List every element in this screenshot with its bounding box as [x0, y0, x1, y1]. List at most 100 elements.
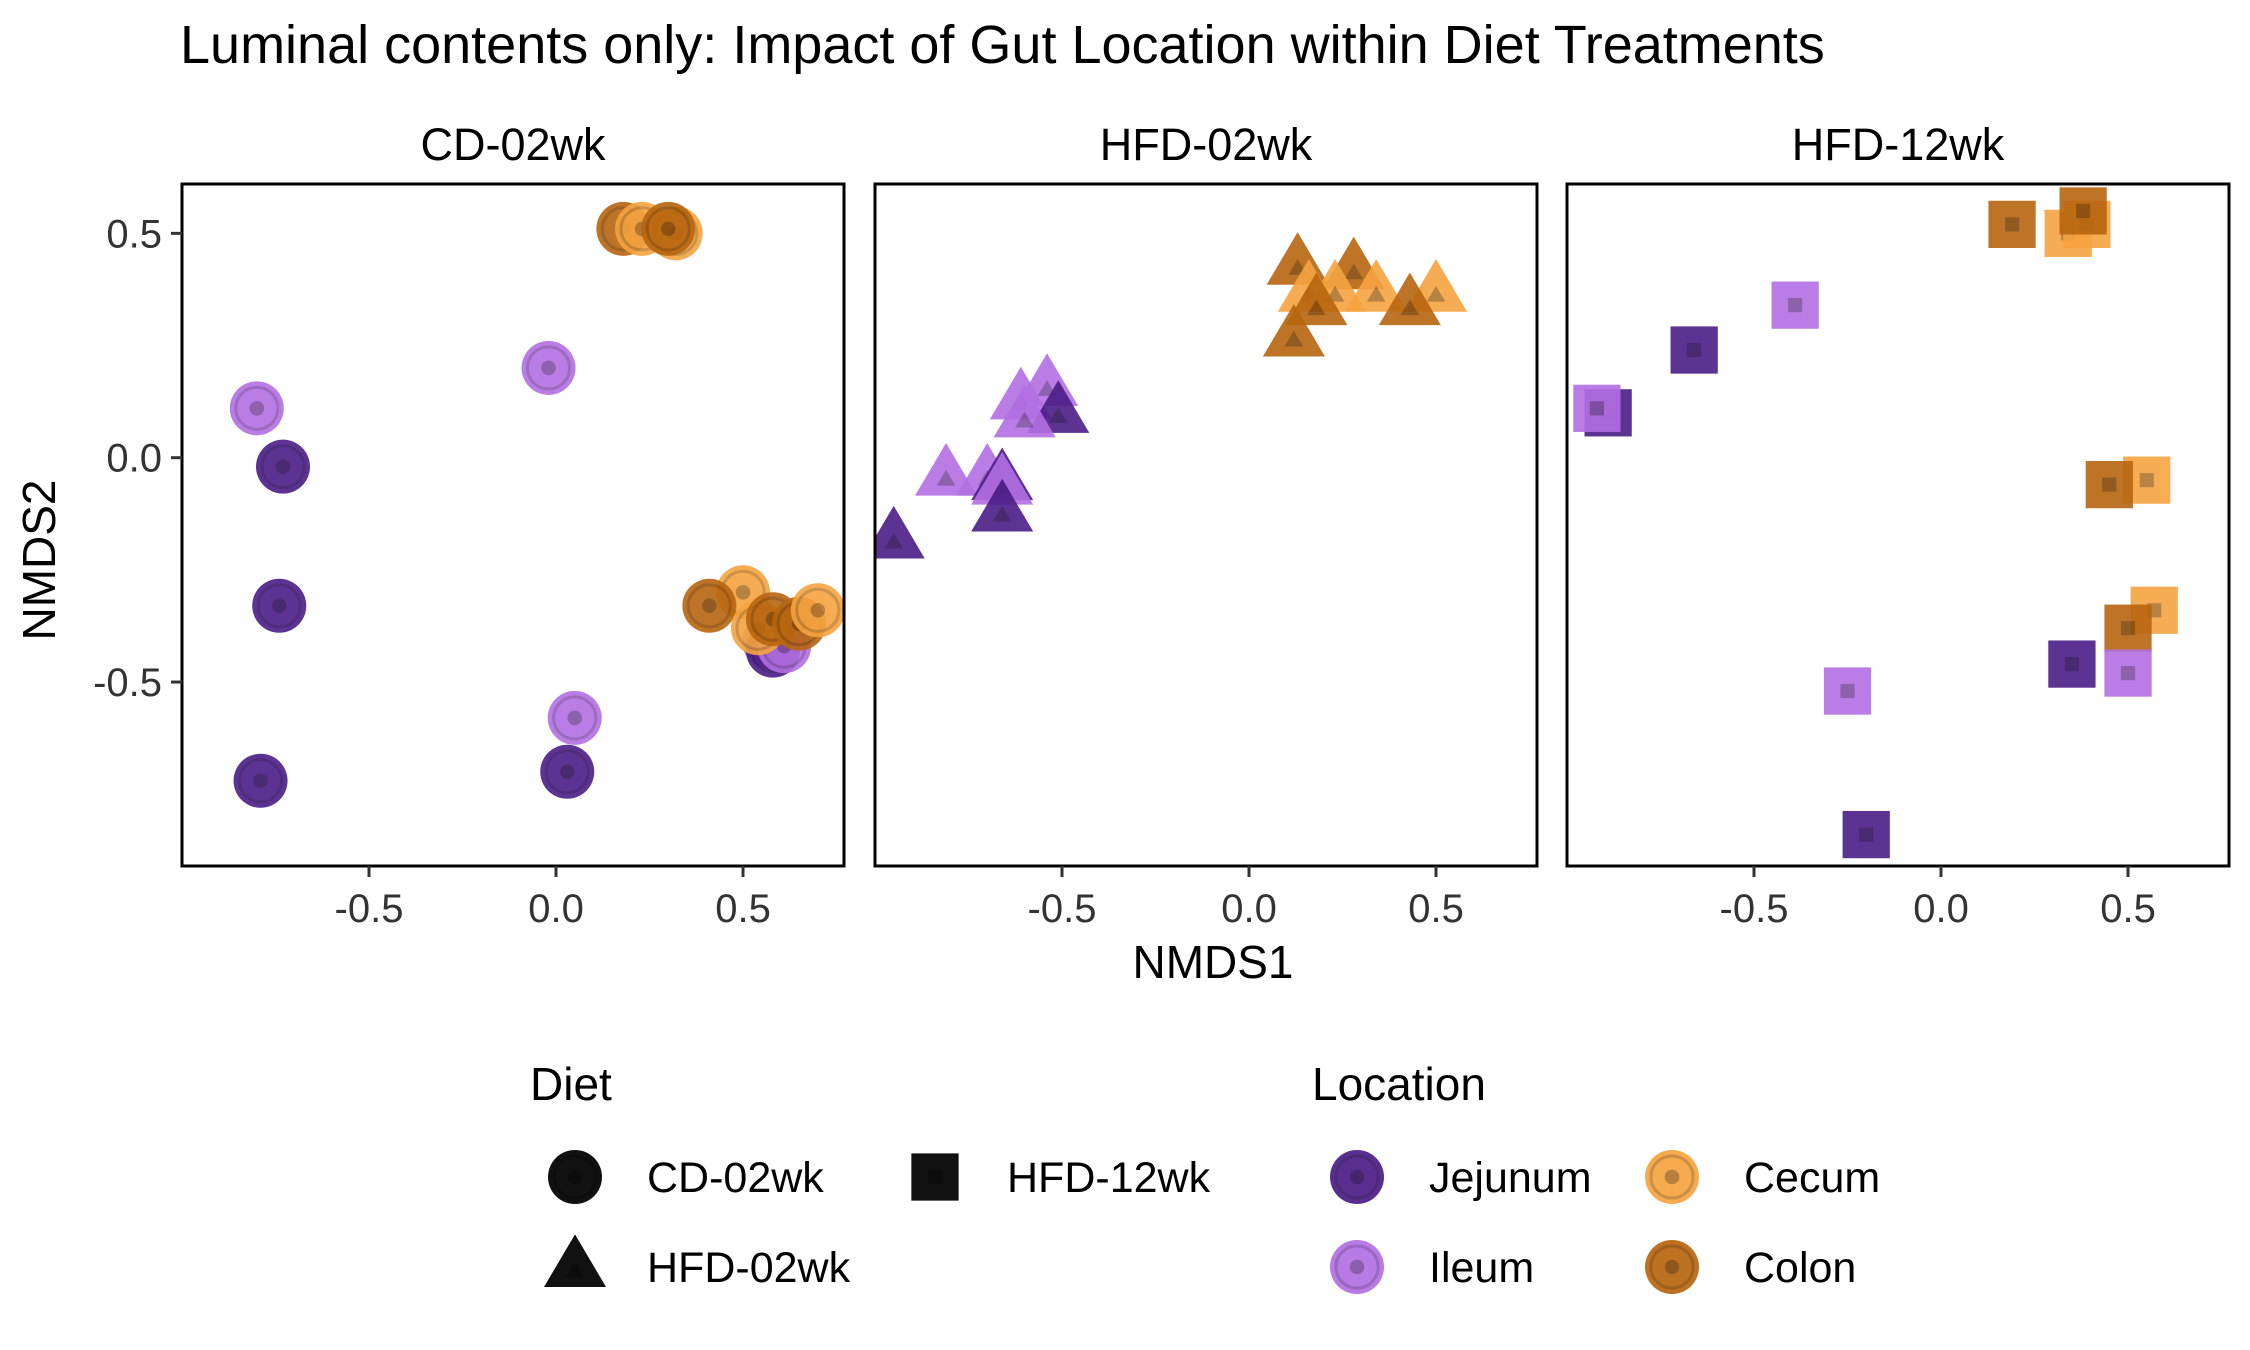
legend-key-cd-02wk-ring	[552, 1154, 598, 1200]
point-cd-02wk-ileum-4-outer	[521, 340, 576, 395]
point-hfd-12wk-ileum-13-center	[2120, 665, 2136, 681]
facet-points-hfd-02wk	[875, 232, 1468, 559]
point-hfd-02wk-colon-6-outer	[1285, 272, 1348, 326]
point-cd-02wk-jejunum-9-outer	[540, 744, 595, 799]
point-hfd-02wk-jejunum-17-center	[992, 505, 1012, 522]
point-hfd-02wk-colon-6-center	[1307, 299, 1326, 316]
point-hfd-12wk-colon-3	[2059, 187, 2107, 235]
point-hfd-12wk-colon-9-outer	[2085, 460, 2133, 509]
legend-key-cecum	[1645, 1150, 1699, 1204]
facet-points-hfd-12wk	[1573, 187, 2178, 859]
point-hfd-02wk-colon-7	[1378, 272, 1441, 326]
point-cd-02wk-ileum-10	[547, 690, 602, 745]
point-cd-02wk-jejunum-8-ring	[237, 758, 284, 804]
legend-location-title: Location	[1312, 1058, 1486, 1110]
legend-key-jejunum-center	[1349, 1169, 1365, 1185]
point-hfd-12wk-colon-3-center	[2076, 203, 2091, 219]
point-cd-02wk-ileum-5-center	[249, 401, 265, 416]
point-cd-02wk-colon-3	[641, 201, 696, 256]
point-cd-02wk-jejunum-7-ring	[256, 583, 302, 629]
point-hfd-02wk-ileum-12-outer	[993, 384, 1056, 438]
point-hfd-02wk-jejunum-17	[971, 478, 1034, 532]
point-cd-02wk-colon-3-ring	[645, 206, 691, 252]
point-hfd-12wk-ileum-7-center	[1589, 401, 1605, 416]
point-cd-02wk-ileum-5	[229, 381, 284, 436]
facet-panels: CD-02wk -0.5 0.0 0.5 -0.5 0.0 0.5 HFD-02wk -0.5 0…	[93, 119, 2231, 931]
point-hfd-12wk-colon-0-center	[2004, 217, 2020, 232]
point-cd-02wk-jejunum-9-ring	[544, 749, 590, 795]
point-cd-02wk-ileum-4-ring	[525, 345, 572, 391]
point-cd-02wk-jejunum-8-center	[253, 773, 268, 789]
point-cd-02wk-ileum-10-outer	[547, 690, 602, 745]
point-hfd-12wk-ileum-7-outer	[1573, 384, 1621, 432]
point-cd-02wk-jejunum-9	[540, 744, 595, 799]
legend-key-colon-center	[1664, 1259, 1680, 1275]
point-hfd-12wk-jejunum-5-center	[1687, 342, 1702, 358]
point-hfd-02wk-ileum-12-center	[1015, 411, 1034, 428]
point-hfd-12wk-ileum-7	[1573, 384, 1621, 432]
legend-key-hfd-02wk-outer	[543, 1234, 607, 1288]
y-axis-title: NMDS2	[13, 479, 65, 640]
point-hfd-12wk-ileum-13-outer	[2104, 649, 2152, 697]
point-hfd-02wk-colon-6	[1285, 272, 1348, 326]
legend-key-colon-ring	[1649, 1244, 1695, 1290]
point-cd-02wk-jejunum-6	[255, 439, 310, 494]
point-hfd-02wk-colon-8-center	[1284, 330, 1304, 347]
legend-key-cecum-ring	[1649, 1154, 1695, 1200]
point-hfd-12wk-jejunum-15-center	[1859, 827, 1874, 842]
legend-label-hfd-12wk: HFD-12wk	[1007, 1154, 1211, 1202]
point-cd-02wk-cecum-14-center	[735, 585, 751, 600]
point-hfd-12wk-ileum-14-outer	[1823, 667, 1872, 715]
point-cd-02wk-jejunum-7	[252, 578, 307, 633]
panel-border-hfd-12wk	[1565, 182, 2231, 868]
point-cd-02wk-ileum-5-ring	[234, 385, 280, 431]
point-hfd-12wk-colon-9-center	[2102, 477, 2117, 492]
point-cd-02wk-cecum-19-ring	[795, 587, 841, 633]
legend-key-ileum-outer	[1330, 1240, 1384, 1294]
point-hfd-12wk-ileum-4-center	[1788, 298, 1803, 313]
point-hfd-12wk-ileum-14	[1823, 667, 1872, 715]
point-cd-02wk-cecum-19-center	[810, 602, 826, 618]
point-hfd-12wk-colon-11-center	[2120, 621, 2136, 636]
point-cd-02wk-jejunum-9-center	[559, 764, 575, 780]
x-tick-label-hfd-12wk-0: -0.5	[1720, 887, 1789, 931]
x-tick-label-cd-02wk-2: 0.5	[715, 887, 771, 931]
point-cd-02wk-ileum-10-ring	[552, 695, 598, 741]
legend-key-cd-02wk	[548, 1150, 602, 1204]
x-tick-label-hfd-02wk-1: 0.0	[1221, 887, 1277, 931]
legend-key-jejunum	[1330, 1150, 1384, 1204]
point-hfd-02wk-ileum-16-outer	[971, 451, 1034, 505]
point-hfd-02wk-cecum-5-outer	[1345, 259, 1408, 312]
y-tick-label-1: 0.0	[106, 437, 162, 481]
point-hfd-02wk-colon-7-center	[1400, 299, 1420, 316]
point-hfd-12wk-cecum-8-center	[2139, 473, 2154, 488]
legend-diet-title: Diet	[530, 1058, 612, 1110]
legend-key-jejunum-ring	[1334, 1154, 1380, 1200]
point-hfd-12wk-jejunum-12	[2048, 640, 2096, 688]
x-tick-label-hfd-12wk-2: 0.5	[2100, 887, 2156, 931]
point-hfd-02wk-ileum-13-center	[936, 469, 956, 486]
point-cd-02wk-jejunum-7-center	[271, 598, 287, 614]
legend-key-hfd-02wk	[543, 1234, 607, 1288]
point-hfd-12wk-jejunum-5-outer	[1670, 326, 1718, 374]
point-hfd-12wk-jejunum-12-outer	[2048, 640, 2096, 688]
point-hfd-12wk-ileum-4-outer	[1771, 281, 1819, 329]
facet-points-cd-02wk	[229, 201, 844, 808]
facet-panel-cd-02wk: CD-02wk -0.5 0.0 0.5 -0.5 0.0 0.5	[93, 119, 846, 931]
panel-border-hfd-02wk	[873, 182, 1539, 868]
facet-label-cd-02wk: CD-02wk	[420, 119, 606, 170]
chart-title: Luminal contents only: Impact of Gut Loc…	[180, 15, 1825, 75]
legend-key-cd-02wk-center	[567, 1169, 583, 1185]
legend-label-cd-02wk: CD-02wk	[647, 1154, 824, 1202]
x-tick-label-cd-02wk-0: -0.5	[335, 887, 404, 931]
point-cd-02wk-jejunum-6-center	[275, 459, 291, 474]
legend-key-hfd-12wk-outer	[911, 1153, 959, 1201]
point-hfd-12wk-colon-0-outer	[1988, 200, 2036, 249]
facet-panel-hfd-12wk: HFD-12wk -0.5 0.0 0.5	[1565, 119, 2231, 931]
point-hfd-02wk-cecum-5-center	[1366, 285, 1386, 302]
point-hfd-02wk-jejunum-18	[875, 505, 925, 559]
legend-key-hfd-12wk	[911, 1153, 959, 1201]
point-hfd-12wk-ileum-14-center	[1840, 683, 1855, 699]
point-cd-02wk-jejunum-6-outer	[255, 439, 310, 494]
